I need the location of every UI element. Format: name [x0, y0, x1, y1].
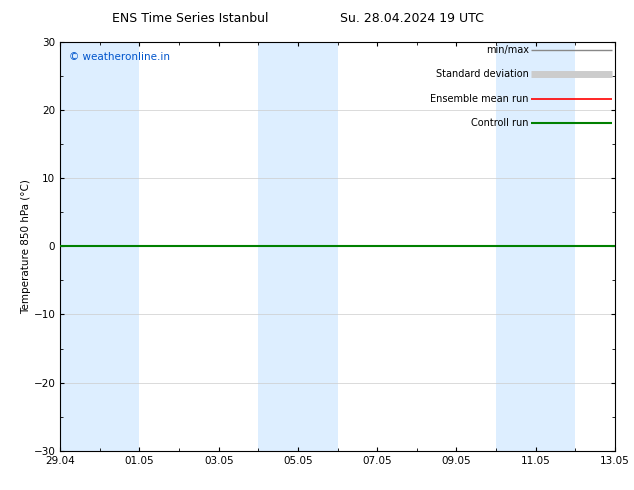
- Text: min/max: min/max: [486, 45, 529, 55]
- Text: Standard deviation: Standard deviation: [436, 70, 529, 79]
- Text: Su. 28.04.2024 19 UTC: Su. 28.04.2024 19 UTC: [340, 12, 484, 25]
- Bar: [259, 42, 337, 451]
- Text: © weatheronline.in: © weatheronline.in: [68, 52, 169, 62]
- Bar: [496, 42, 576, 451]
- Y-axis label: Temperature 850 hPa (°C): Temperature 850 hPa (°C): [21, 179, 30, 314]
- Text: Controll run: Controll run: [472, 119, 529, 128]
- Text: Ensemble mean run: Ensemble mean run: [430, 94, 529, 104]
- Text: ENS Time Series Istanbul: ENS Time Series Istanbul: [112, 12, 268, 25]
- Bar: [60, 42, 139, 451]
